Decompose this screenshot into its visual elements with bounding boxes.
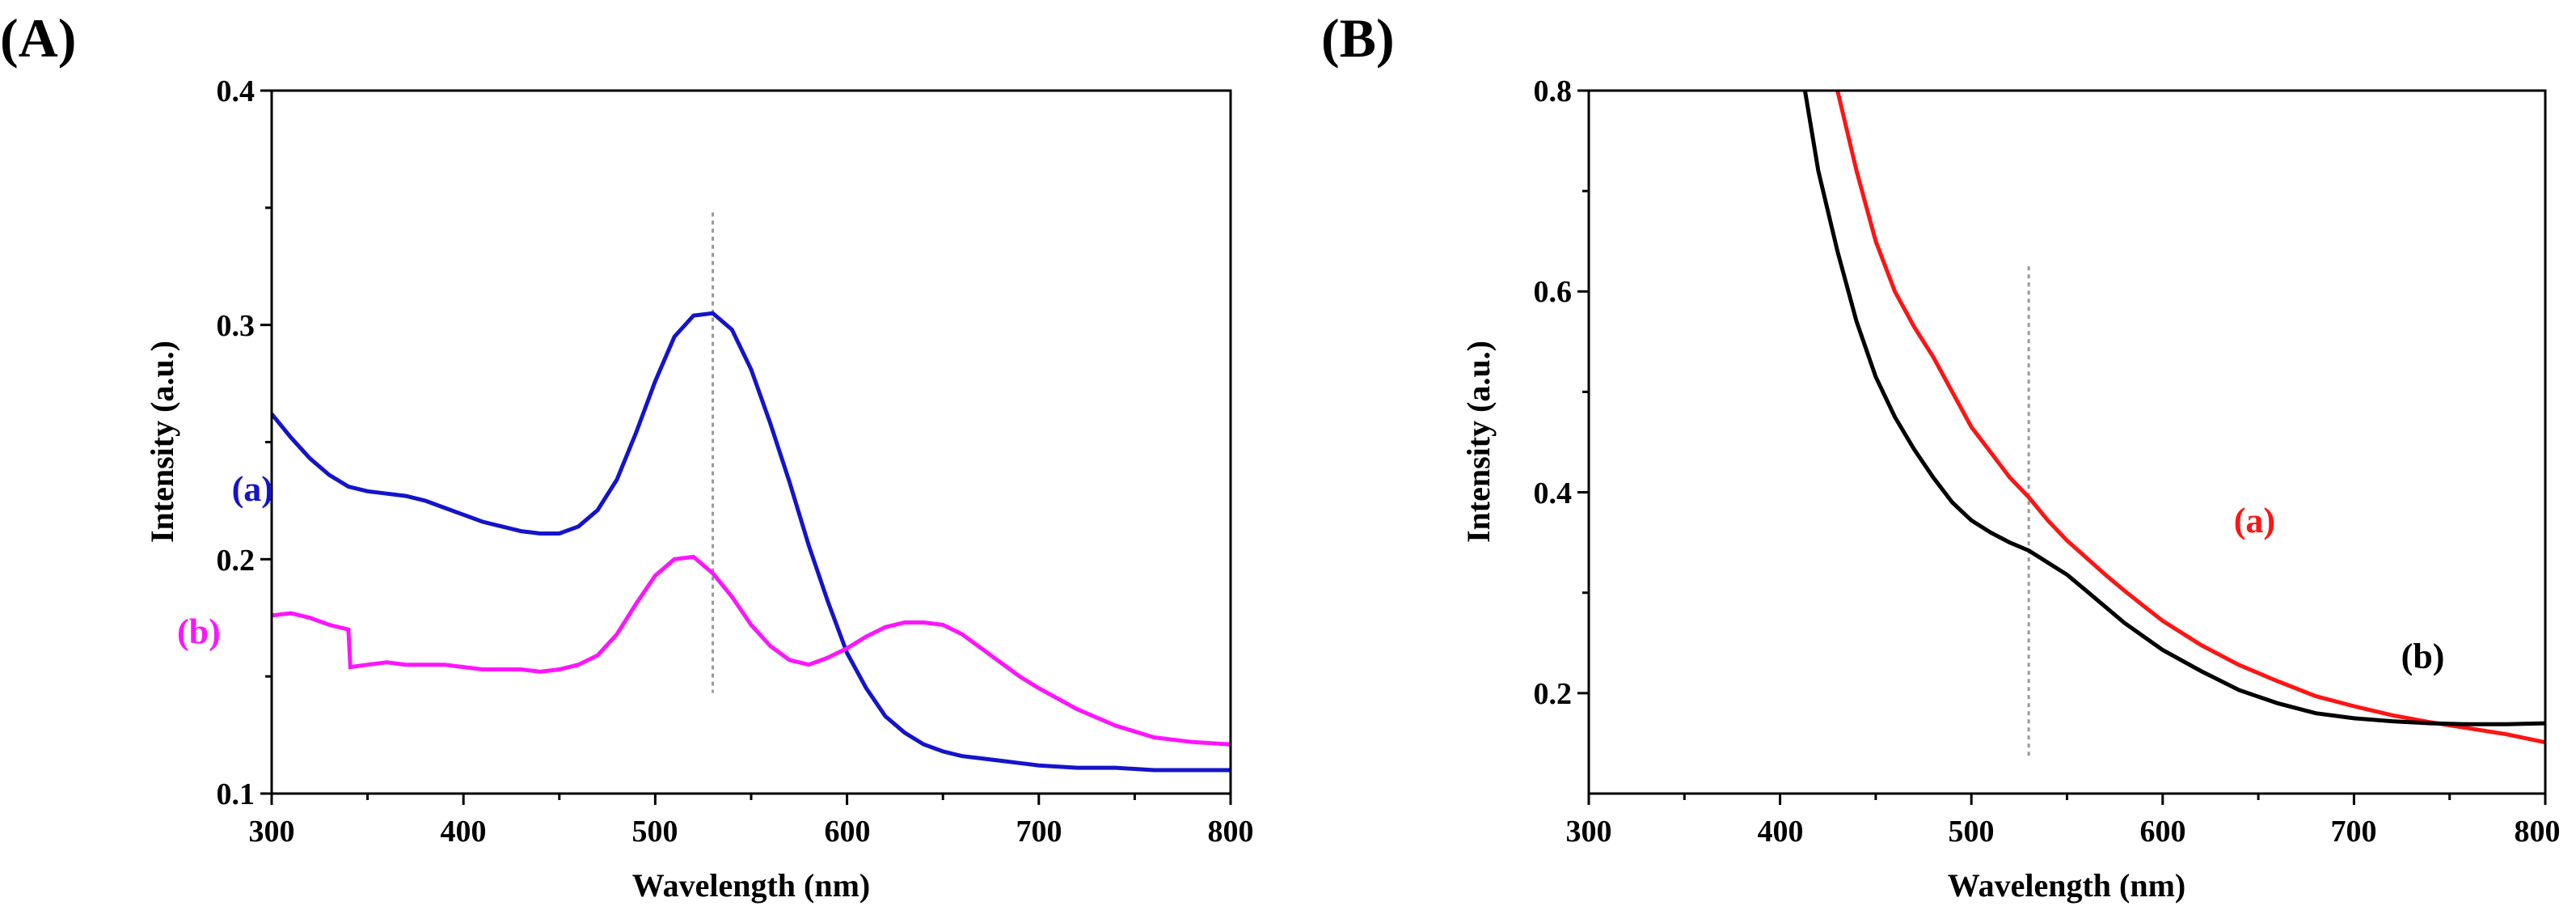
panel-b-y-tick-0.8: 0.8 [1534,74,1573,108]
panel-a-y-tick-0.1: 0.1 [217,777,255,811]
panel-a-series-b-line [271,554,1231,747]
panel-b-x-tick-labels: 300 400 500 600 700 800 [1566,815,2561,849]
panel-a-x-tick-400: 400 [441,815,487,849]
panel-b-y-tick-0.2: 0.2 [1534,677,1573,711]
panel-a-series-a-line [270,311,1231,773]
panel-b-x-tick-700: 700 [2331,815,2377,849]
panel-b-series-a-label: (a) [2234,501,2275,540]
panel-a-plot-frame [270,89,1232,795]
panel-b-x-tick-600: 600 [2140,815,2186,849]
panel-a-series-b-label: (b) [177,612,221,652]
panel-b-x-axis-title: Wavelength (nm) [1948,867,2185,904]
panel-b-ticks [1577,89,2547,805]
panel-b-y-tick-0.4: 0.4 [1534,476,1573,510]
panel-a-series-a-label: (a) [232,469,273,509]
panel-a-y-tick-0.3: 0.3 [217,309,255,343]
panel-b-y-tick-0.6: 0.6 [1534,275,1573,309]
panel-b-x-tick-500: 500 [1949,815,1995,849]
panel-b-series-a-line [1835,90,2546,745]
panel-b-series-b-label: (b) [2401,637,2445,676]
panel-a: (A) 300 400 500 600 700 800 0.1 0.2 0.3 … [0,7,1254,904]
panel-a-y-tick-labels: 0.1 0.2 0.3 0.4 [217,74,255,811]
panel-a-x-tick-500: 500 [632,815,678,849]
panel-a-label: (A) [0,7,76,69]
panel-b-y-tick-labels: 0.2 0.4 0.6 0.8 [1534,74,1573,711]
panel-a-x-tick-800: 800 [1208,815,1254,849]
panel-a-y-axis-title: Intensity (a.u.) [144,341,180,543]
panel-a-y-tick-0.2: 0.2 [217,544,255,578]
panel-a-x-axis-title: Wavelength (nm) [632,867,870,904]
panel-a-x-tick-labels: 300 400 500 600 700 800 [249,815,1254,849]
panel-a-y-tick-0.4: 0.4 [217,74,255,108]
panel-b-x-tick-400: 400 [1758,815,1804,849]
panel-b-x-tick-800: 800 [2515,815,2561,849]
panel-a-x-tick-700: 700 [1016,815,1062,849]
panel-b-series-b-line [1802,90,2546,726]
panel-b-plot-frame [1587,89,2547,795]
panel-b-x-tick-300: 300 [1566,815,1612,849]
panel-a-ticks [260,89,1232,805]
panel-a-x-tick-600: 600 [825,815,871,849]
panel-b: (B) 300 400 500 600 700 800 0.2 0.4 0.6 … [1321,7,2561,904]
panel-b-y-axis-title: Intensity (a.u.) [1460,341,1497,543]
panel-b-label: (B) [1321,7,1395,69]
panel-a-x-tick-300: 300 [249,815,295,849]
